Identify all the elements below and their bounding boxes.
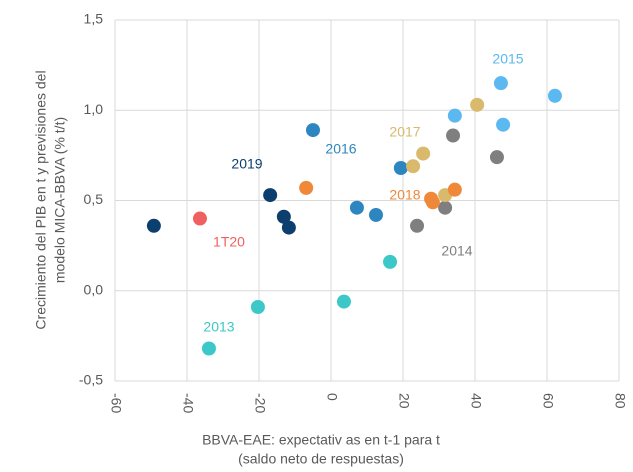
point	[410, 218, 425, 233]
series-label: 2013	[203, 319, 234, 335]
y-axis-label: modelo MICA-BBVA (% t/t)	[52, 117, 68, 283]
y-tick-label: 1,5	[84, 11, 104, 27]
point	[349, 200, 364, 215]
point	[446, 128, 461, 143]
y-tick-label: 1,0	[84, 101, 104, 117]
series-label: 2016	[325, 141, 356, 157]
y-tick-label: 0,0	[84, 281, 104, 297]
x-tick-label: -40	[180, 393, 196, 413]
point	[192, 211, 207, 226]
series-label: 1T20	[213, 234, 245, 250]
x-tick-label: 80	[612, 393, 628, 409]
point	[416, 146, 431, 161]
series-label: 2019	[231, 156, 262, 172]
x-tick-label: 40	[468, 393, 484, 409]
y-tick-label: 0,5	[84, 191, 104, 207]
point	[393, 161, 408, 176]
point	[447, 182, 462, 197]
series-label: 2014	[441, 243, 472, 259]
point	[383, 254, 398, 269]
point	[281, 220, 296, 235]
x-tick-label: 60	[540, 393, 556, 409]
x-tick-label: -20	[252, 393, 268, 413]
series-label: 2017	[389, 124, 420, 140]
y-axis-label: Crecimiento del PIB en t y previsiones d…	[33, 70, 49, 329]
point	[470, 97, 485, 112]
x-axis-label: (saldo neto de respuestas)	[238, 451, 404, 467]
point	[336, 294, 351, 309]
point	[306, 123, 320, 138]
point	[263, 188, 278, 203]
point	[369, 207, 383, 222]
point	[493, 76, 508, 91]
x-axis-label: BBVA-EAE: expectativ as en t-1 para t	[202, 432, 440, 448]
point	[299, 180, 314, 195]
point	[438, 200, 453, 215]
x-tick-label: 0	[324, 393, 340, 401]
x-tick-label: -60	[108, 393, 124, 413]
point	[496, 117, 511, 132]
series-label: 2015	[492, 51, 523, 67]
point	[250, 299, 265, 314]
point	[406, 159, 421, 174]
point	[146, 218, 161, 233]
point	[547, 88, 562, 103]
point	[489, 150, 504, 165]
y-tick-label: -0,5	[79, 372, 103, 388]
x-tick-label: 20	[396, 393, 412, 409]
series-label: 2018	[389, 187, 420, 203]
point	[276, 209, 291, 224]
point	[447, 108, 462, 123]
point	[425, 195, 440, 210]
point	[201, 341, 216, 356]
